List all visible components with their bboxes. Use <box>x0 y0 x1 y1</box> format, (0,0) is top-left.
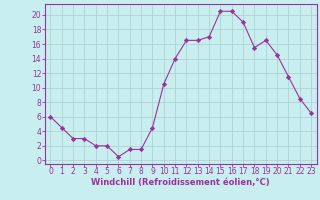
X-axis label: Windchill (Refroidissement éolien,°C): Windchill (Refroidissement éolien,°C) <box>92 178 270 187</box>
